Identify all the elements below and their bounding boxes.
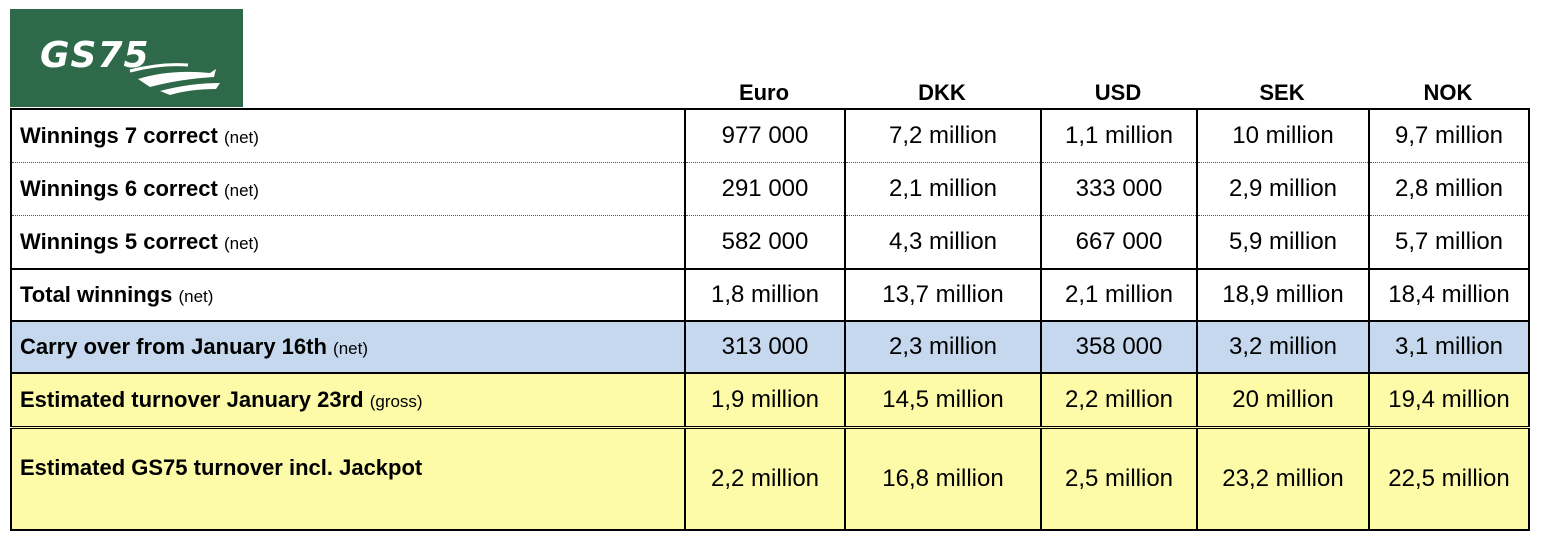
cell-usd: 358 000 bbox=[1040, 321, 1198, 374]
gs75-logo: GS75 bbox=[10, 9, 243, 107]
cell-sek: 20 million bbox=[1196, 373, 1370, 429]
cell-dkk: 16,8 million bbox=[844, 427, 1042, 531]
logo-text: GS75 bbox=[40, 35, 150, 76]
table-row: Winnings 7 correct (net) 977 000 7,2 mil… bbox=[10, 108, 1530, 163]
horse-head-icon bbox=[129, 63, 220, 95]
table-row: Winnings 5 correct (net) 582 000 4,3 mil… bbox=[10, 215, 1530, 270]
column-header-usd: USD bbox=[1094, 80, 1142, 105]
cell-dkk: 13,7 million bbox=[844, 269, 1042, 322]
row-label: Winnings 5 correct (net) bbox=[10, 215, 686, 270]
row-label: Winnings 6 correct (net) bbox=[10, 162, 686, 216]
cell-sek: 5,9 million bbox=[1196, 215, 1370, 270]
cell-sek: 3,2 million bbox=[1196, 321, 1370, 374]
cell-nok: 22,5 million bbox=[1368, 427, 1530, 531]
column-header-euro: Euro bbox=[738, 80, 790, 105]
table-row: Winnings 6 correct (net) 291 000 2,1 mil… bbox=[10, 162, 1530, 216]
row-label: Estimated turnover January 23rd (gross) bbox=[10, 373, 686, 429]
cell-dkk: 4,3 million bbox=[844, 215, 1042, 270]
cell-euro: 582 000 bbox=[684, 215, 846, 270]
cell-nok: 19,4 million bbox=[1368, 373, 1530, 429]
cell-dkk: 2,1 million bbox=[844, 162, 1042, 216]
cell-nok: 5,7 million bbox=[1368, 215, 1530, 270]
table-row: Estimated turnover January 23rd (gross) … bbox=[10, 373, 1530, 429]
table-row: Carry over from January 16th (net) 313 0… bbox=[10, 321, 1530, 374]
cell-sek: 2,9 million bbox=[1196, 162, 1370, 216]
cell-usd: 2,1 million bbox=[1040, 269, 1198, 322]
cell-euro: 1,9 million bbox=[684, 373, 846, 429]
row-label: Carry over from January 16th (net) bbox=[10, 321, 686, 374]
cell-usd: 2,5 million bbox=[1040, 427, 1198, 531]
cell-nok: 18,4 million bbox=[1368, 269, 1530, 322]
cell-sek: 23,2 million bbox=[1196, 427, 1370, 531]
column-header-nok: NOK bbox=[1423, 80, 1473, 105]
cell-euro: 977 000 bbox=[684, 108, 846, 163]
cell-usd: 333 000 bbox=[1040, 162, 1198, 216]
row-label: Winnings 7 correct (net) bbox=[10, 108, 686, 163]
cell-sek: 10 million bbox=[1196, 108, 1370, 163]
cell-dkk: 14,5 million bbox=[844, 373, 1042, 429]
row-label: Estimated GS75 turnover incl. Jackpot bbox=[10, 427, 686, 531]
cell-nok: 9,7 million bbox=[1368, 108, 1530, 163]
cell-euro: 2,2 million bbox=[684, 427, 846, 531]
cell-dkk: 7,2 million bbox=[844, 108, 1042, 163]
cell-nok: 3,1 million bbox=[1368, 321, 1530, 374]
cell-euro: 313 000 bbox=[684, 321, 846, 374]
cell-nok: 2,8 million bbox=[1368, 162, 1530, 216]
cell-usd: 2,2 million bbox=[1040, 373, 1198, 429]
row-label: Total winnings (net) bbox=[10, 269, 686, 322]
column-header-dkk: DKK bbox=[918, 80, 966, 105]
column-header-sek: SEK bbox=[1259, 80, 1305, 105]
cell-usd: 1,1 million bbox=[1040, 108, 1198, 163]
cell-euro: 291 000 bbox=[684, 162, 846, 216]
cell-euro: 1,8 million bbox=[684, 269, 846, 322]
cell-dkk: 2,3 million bbox=[844, 321, 1042, 374]
cell-usd: 667 000 bbox=[1040, 215, 1198, 270]
cell-sek: 18,9 million bbox=[1196, 269, 1370, 322]
table-row: Estimated GS75 turnover incl. Jackpot 2,… bbox=[10, 427, 1530, 531]
jackpot-table: Winnings 7 correct (net) 977 000 7,2 mil… bbox=[10, 108, 1530, 531]
table-row: Total winnings (net) 1,8 million 13,7 mi… bbox=[10, 269, 1530, 322]
